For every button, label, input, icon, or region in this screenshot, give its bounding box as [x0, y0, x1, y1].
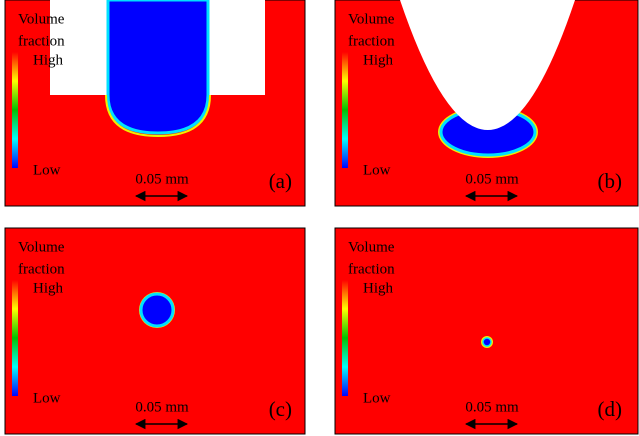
scale-label: 0.05 mm: [465, 171, 519, 187]
legend-title: fraction: [348, 261, 395, 277]
legend-low: Low: [33, 390, 61, 406]
scale-label: 0.05 mm: [465, 399, 519, 415]
legend-low: Low: [33, 162, 61, 178]
droplet: [141, 294, 173, 326]
legend-high: High: [33, 280, 64, 296]
legend-title: Volume: [348, 239, 395, 255]
legend-title: Volume: [18, 11, 65, 27]
colorbar: [342, 280, 348, 396]
legend-title: fraction: [18, 33, 65, 49]
droplet: [108, 0, 208, 133]
colorbar: [12, 52, 18, 168]
panel-label: (c): [269, 397, 292, 421]
panel-label: (b): [598, 169, 623, 193]
legend-title: Volume: [18, 239, 65, 255]
colorbar: [12, 280, 18, 396]
legend-high: High: [33, 52, 64, 68]
droplet: [483, 338, 491, 346]
legend-low: Low: [363, 390, 391, 406]
legend-title: fraction: [348, 33, 395, 49]
legend-title: Volume: [348, 11, 395, 27]
panel: Volume fraction High Low 0.05 mm (c): [5, 228, 305, 434]
colorbar: [342, 52, 348, 168]
panel: Volume fraction High Low 0.05 mm (d): [335, 228, 638, 434]
scale-label: 0.05 mm: [135, 399, 189, 415]
panel-label: (d): [598, 397, 623, 421]
panel: Volume fraction High Low 0.05 mm (a): [5, 0, 305, 206]
legend-title: fraction: [18, 261, 65, 277]
legend-high: High: [363, 52, 394, 68]
legend-low: Low: [363, 162, 391, 178]
panel: Volume fraction High Low 0.05 mm (b): [335, 0, 638, 206]
panel-label: (a): [269, 169, 292, 193]
figure: Volume fraction High Low 0.05 mm (a) Volume fr…: [0, 0, 639, 436]
scale-label: 0.05 mm: [135, 171, 189, 187]
legend-high: High: [363, 280, 394, 296]
